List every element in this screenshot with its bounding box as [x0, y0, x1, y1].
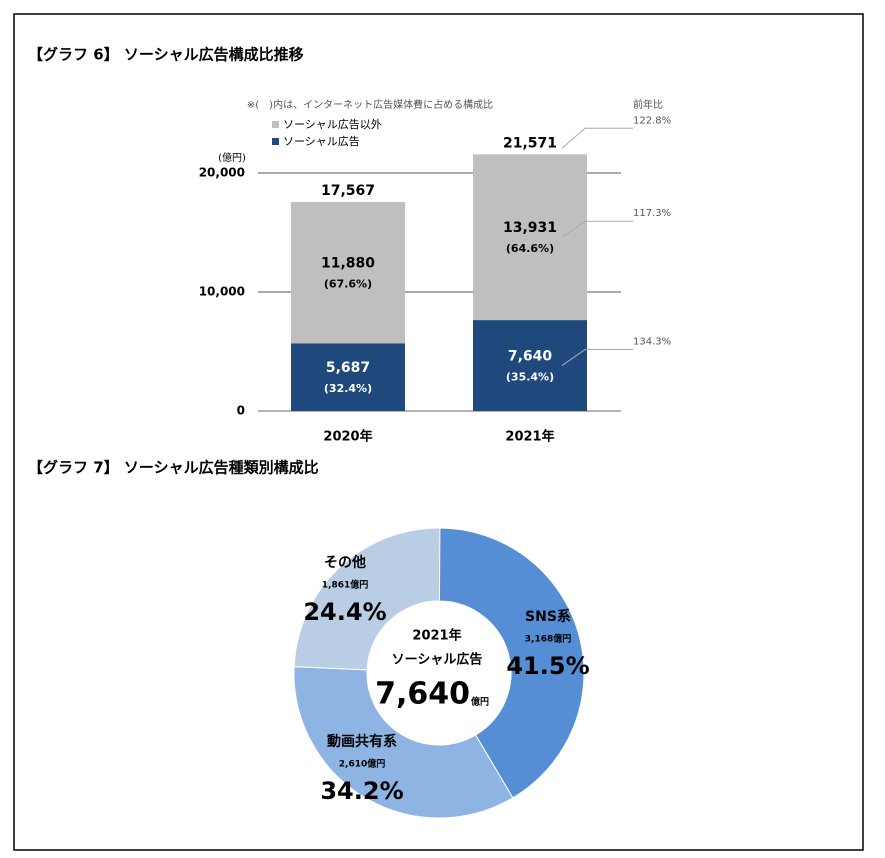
- total-label: 21,571: [503, 135, 557, 151]
- growth-label: 134.3%: [633, 337, 671, 348]
- total-label: 17,567: [321, 183, 375, 199]
- value-label: 13,931: [503, 220, 557, 236]
- value-label: 11,880: [321, 256, 375, 272]
- y-tick-label: 10,000: [199, 285, 245, 299]
- donut-slice: [293, 527, 441, 671]
- slice-name: SNS系: [525, 608, 571, 625]
- leader-line: [561, 127, 633, 149]
- slice-name: その他: [324, 554, 366, 571]
- donut-slice: [438, 527, 585, 799]
- value-label: 5,687: [326, 360, 370, 376]
- slice-percent: 34.2%: [320, 777, 403, 805]
- center-unit: 億円: [471, 696, 489, 708]
- bar-segment: [291, 201, 405, 344]
- growth-label: 122.8%: [633, 115, 671, 126]
- x-tick-label: 2021年: [505, 429, 554, 445]
- share-label: (67.6%): [324, 278, 372, 291]
- center-label: ソーシャル広告: [392, 652, 483, 668]
- center-year: 2021年: [412, 628, 461, 644]
- bar-segment: [473, 320, 587, 411]
- legend-swatch: [272, 121, 279, 128]
- bar-segment: [473, 154, 587, 321]
- slice-amount: 1,861億円: [322, 579, 368, 591]
- growth-label: 117.3%: [633, 208, 671, 219]
- share-label: (32.4%): [324, 382, 372, 395]
- slice-name: 動画共有系: [327, 733, 397, 750]
- legend-swatch: [272, 138, 279, 145]
- legend-label: ソーシャル広告以外: [283, 118, 382, 131]
- x-tick-label: 2020年: [323, 429, 372, 445]
- slice-amount: 3,168億円: [525, 633, 571, 645]
- center-total: 7,640: [375, 677, 470, 712]
- slice-percent: 24.4%: [303, 598, 386, 626]
- y-tick-label: 20,000: [199, 166, 245, 180]
- legend-label: ソーシャル広告: [283, 135, 360, 148]
- chart-title: 【グラフ 7】 ソーシャル広告種類別構成比: [28, 459, 319, 477]
- bar-segment: [291, 343, 405, 411]
- leader-line: [561, 220, 633, 238]
- growth-header: 前年比: [633, 98, 663, 111]
- note: ※( )内は、インターネット広告媒体費に占める構成比: [247, 98, 493, 111]
- leader-line: [561, 349, 633, 366]
- y-tick-label: 0: [237, 404, 245, 418]
- donut-slice: [293, 666, 514, 819]
- share-label: (35.4%): [506, 371, 554, 384]
- slice-amount: 2,610億円: [339, 758, 385, 770]
- share-label: (64.6%): [506, 242, 554, 255]
- y-unit: (億円): [218, 151, 246, 164]
- chart-title: 【グラフ 6】 ソーシャル広告構成比推移: [28, 46, 304, 64]
- frame: [13, 13, 864, 851]
- slice-percent: 41.5%: [506, 652, 589, 680]
- value-label: 7,640: [508, 349, 553, 365]
